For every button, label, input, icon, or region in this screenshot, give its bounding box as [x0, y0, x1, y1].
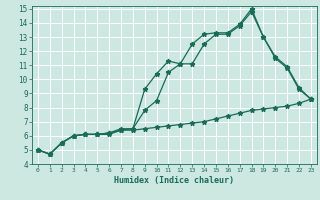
X-axis label: Humidex (Indice chaleur): Humidex (Indice chaleur) — [115, 176, 234, 185]
